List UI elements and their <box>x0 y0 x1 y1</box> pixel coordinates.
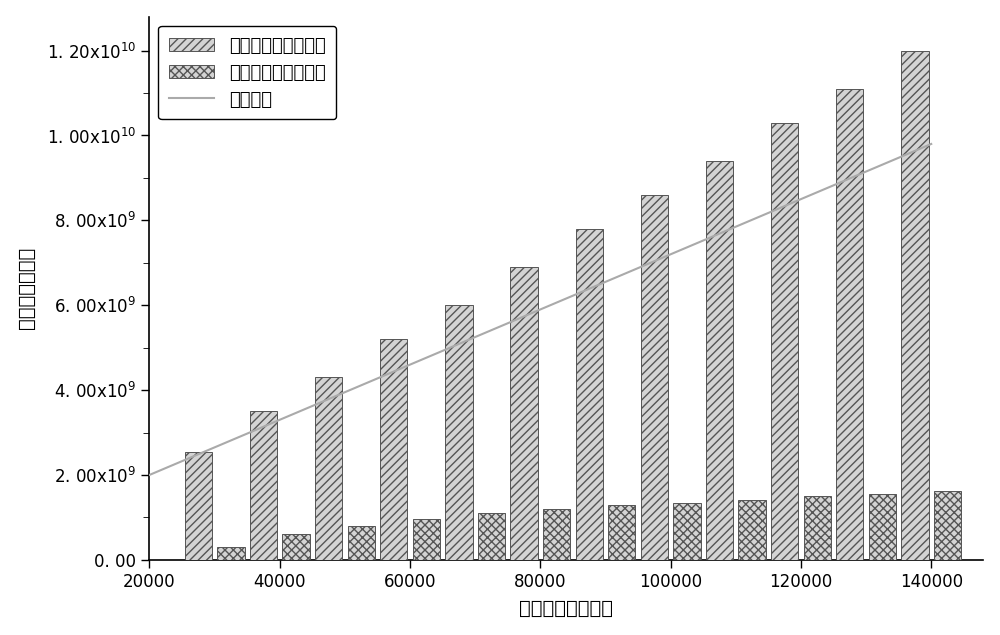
Bar <box>543 509 570 560</box>
Bar <box>217 547 245 560</box>
Bar <box>869 494 896 560</box>
Bar <box>608 505 635 560</box>
Y-axis label: 综合成本（元）: 综合成本（元） <box>17 247 36 330</box>
Bar <box>804 496 831 560</box>
Bar <box>185 451 212 560</box>
Bar <box>706 161 733 560</box>
Bar <box>348 526 375 560</box>
Bar <box>673 502 701 560</box>
Bar <box>445 305 473 560</box>
Bar <box>901 51 929 560</box>
Bar <box>738 500 766 560</box>
Bar <box>576 229 603 560</box>
Bar <box>413 519 440 560</box>
Bar <box>836 89 863 560</box>
Bar <box>934 491 961 560</box>
Bar <box>315 377 342 560</box>
Bar <box>250 411 277 560</box>
Bar <box>510 267 538 560</box>
Legend: 电化学储能投资成本, 电化学储能经营收益, 综合成本: 电化学储能投资成本, 电化学储能经营收益, 综合成本 <box>158 25 336 119</box>
Bar <box>380 339 407 560</box>
Bar <box>478 513 505 560</box>
Bar <box>641 195 668 560</box>
Bar <box>282 534 310 560</box>
Bar <box>771 123 798 560</box>
X-axis label: 电池组数量（个）: 电池组数量（个） <box>519 599 613 618</box>
